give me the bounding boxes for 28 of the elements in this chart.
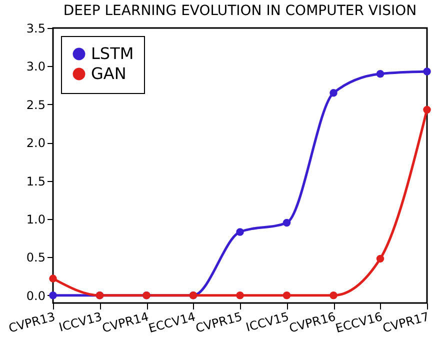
x-tick-label: CVPR15 bbox=[194, 310, 244, 336]
y-tick-label: 3.5 bbox=[26, 22, 46, 36]
x-tick-label: CVPR13 bbox=[7, 310, 57, 336]
point bbox=[423, 68, 431, 76]
y-tick-label: 1.0 bbox=[26, 212, 46, 226]
x-tick-label: ICCV13 bbox=[57, 310, 104, 334]
legend-label: LSTM bbox=[91, 44, 134, 63]
point bbox=[236, 228, 244, 236]
point bbox=[376, 254, 384, 263]
point bbox=[376, 70, 384, 78]
point bbox=[236, 291, 244, 300]
x-tick-label: ICCV15 bbox=[244, 310, 290, 334]
point bbox=[282, 291, 291, 300]
x-tick-label: CVPR17 bbox=[381, 310, 431, 336]
y-tick-label: 0.5 bbox=[26, 250, 46, 265]
y-tick-label: 2.5 bbox=[26, 98, 46, 112]
point bbox=[423, 106, 431, 114]
y-tick-label: 3.0 bbox=[26, 60, 46, 74]
point bbox=[330, 291, 338, 300]
chart-title: DEEP LEARNING EVOLUTION IN COMPUTER VISION bbox=[63, 3, 417, 19]
point bbox=[282, 218, 291, 227]
y-tick-label: 0.0 bbox=[26, 288, 46, 303]
y-tick-label: 1.5 bbox=[26, 174, 46, 188]
point bbox=[49, 274, 57, 282]
point bbox=[330, 89, 338, 97]
legend-label: GAN bbox=[91, 64, 126, 83]
y-tick-label: 2.0 bbox=[26, 136, 46, 150]
point bbox=[49, 291, 57, 300]
